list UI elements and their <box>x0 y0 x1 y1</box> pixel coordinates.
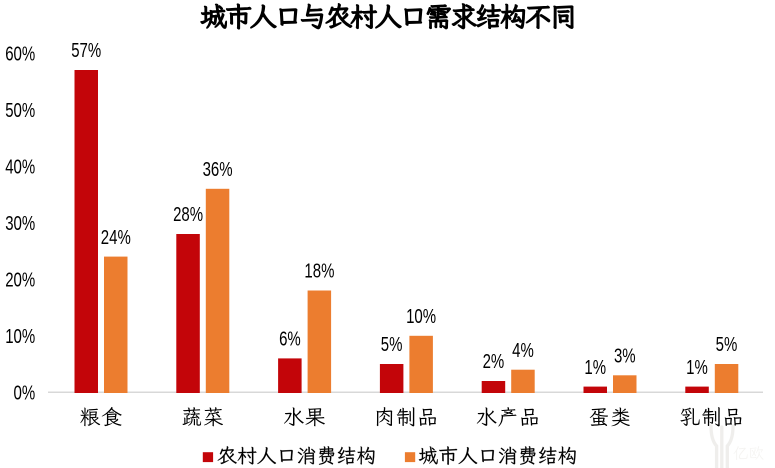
svg-text:1%: 1% <box>686 356 708 379</box>
svg-text:60%: 60% <box>5 42 35 65</box>
svg-text:0%: 0% <box>14 381 36 404</box>
svg-text:5%: 5% <box>716 333 738 356</box>
svg-text:1%: 1% <box>584 356 606 379</box>
svg-text:10%: 10% <box>406 305 436 328</box>
svg-text:36%: 36% <box>203 158 233 181</box>
svg-text:24%: 24% <box>101 226 131 249</box>
svg-text:57%: 57% <box>71 39 101 62</box>
svg-text:28%: 28% <box>173 203 203 226</box>
svg-text:18%: 18% <box>304 260 334 283</box>
svg-text:10%: 10% <box>5 325 35 348</box>
svg-text:30%: 30% <box>5 212 35 235</box>
svg-text:2%: 2% <box>483 350 505 373</box>
svg-text:50%: 50% <box>5 99 35 122</box>
svg-text:40%: 40% <box>5 155 35 178</box>
svg-text:3%: 3% <box>614 344 636 367</box>
svg-text:6%: 6% <box>279 327 301 350</box>
svg-text:5%: 5% <box>381 333 403 356</box>
svg-text:4%: 4% <box>512 339 534 362</box>
svg-text:20%: 20% <box>5 268 35 291</box>
